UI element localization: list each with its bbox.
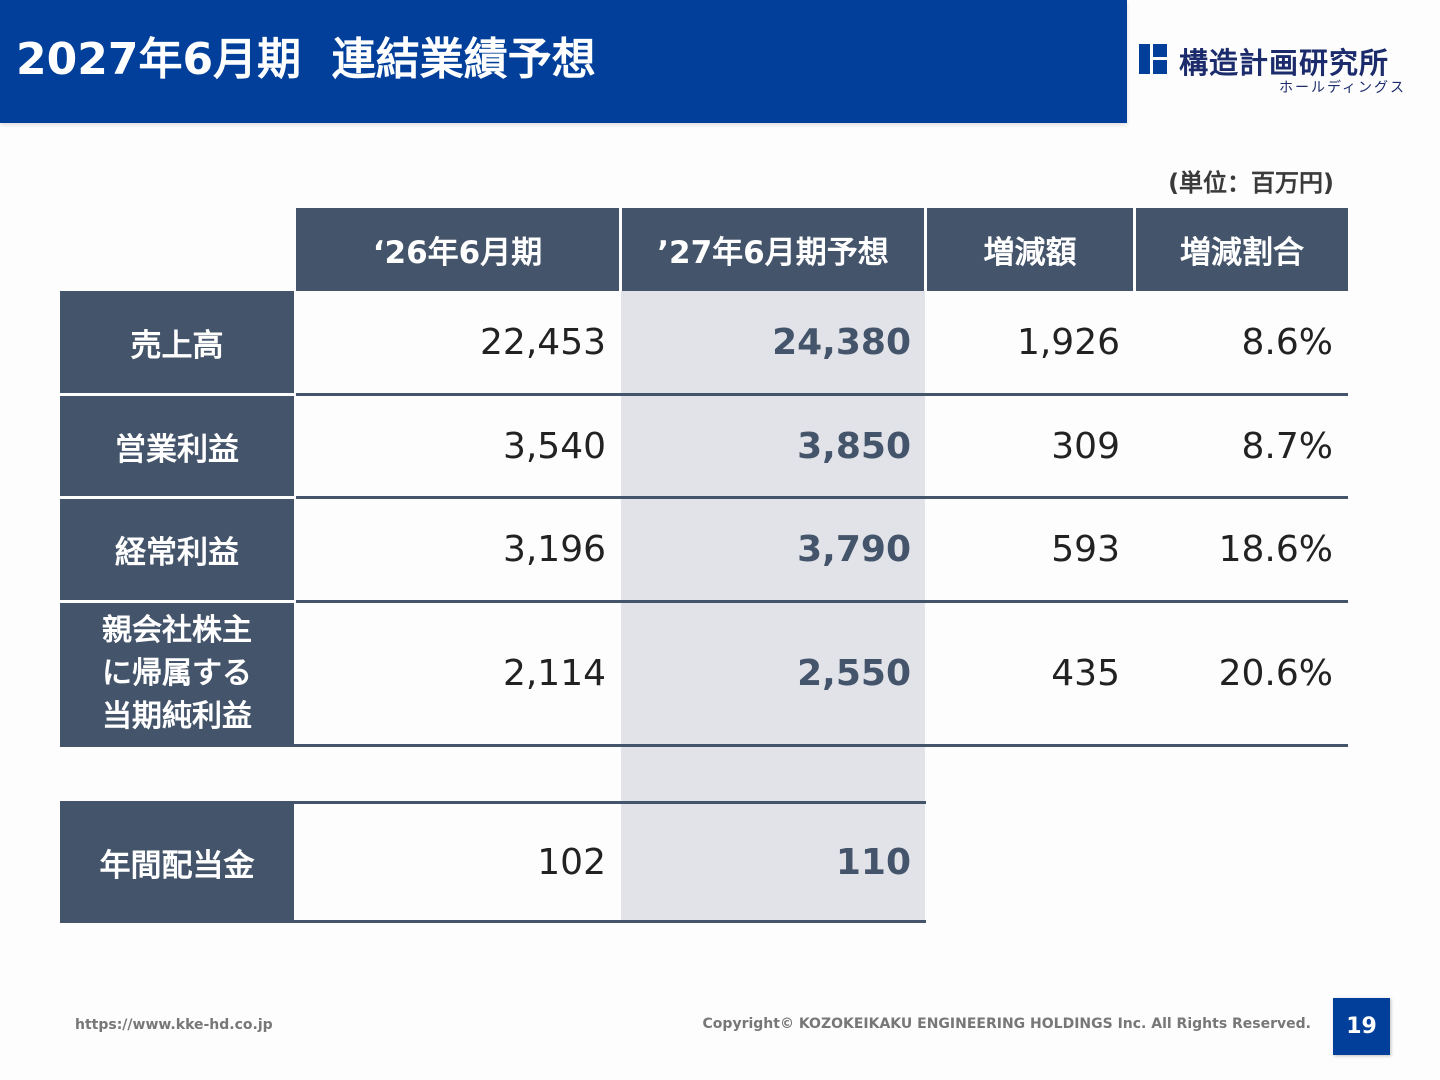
footer-url[interactable]: https://www.kke-hd.co.jp <box>75 1017 273 1033</box>
column-header-change: 増減額 <box>927 208 1133 291</box>
page-title: 2027年6月期 連結業績予想 <box>16 28 596 92</box>
cell-ordinary-income-forecast: 3,790 <box>797 529 911 570</box>
row-header-net-income-line: 親会社株主 <box>102 613 252 648</box>
company-logo: 構造計画研究所 ホールディングス <box>1137 40 1417 100</box>
cell-sales-change: 1,926 <box>1016 321 1120 363</box>
column-header-forecast: ’27年6月期予想 <box>622 208 924 291</box>
cell-operating-income-forecast: 3,850 <box>797 425 911 467</box>
logo-subtitle: ホールディングス <box>1279 80 1407 96</box>
cell-ordinary-income-change: 593 <box>1051 529 1120 570</box>
row-header-annual-dividend: 年間配当金 <box>60 804 294 920</box>
cell-dividend-prev: 102 <box>537 841 606 883</box>
title-subject: 連結業績予想 <box>331 34 596 85</box>
row-divider <box>296 600 1348 603</box>
row-header-sales: 売上高 <box>60 291 294 393</box>
cell-sales-forecast: 24,380 <box>772 321 911 363</box>
row-divider <box>60 920 926 923</box>
page-number: 19 <box>1333 998 1390 1055</box>
row-header-ordinary-income: 経常利益 <box>60 499 294 600</box>
row-divider <box>296 393 1348 396</box>
cell-dividend-forecast: 110 <box>835 841 911 883</box>
cell-operating-income-rate: 8.7% <box>1241 425 1333 467</box>
cell-net-income-prev: 2,114 <box>502 653 606 694</box>
column-header-prev-year: ‘26年6月期 <box>296 208 619 291</box>
cell-ordinary-income-rate: 18.6% <box>1218 529 1333 570</box>
row-divider <box>60 801 926 804</box>
unit-label: (単位：百万円) <box>1168 169 1334 197</box>
row-header-net-income: 親会社株主 に帰属する 当期純利益 <box>60 603 294 744</box>
row-header-net-income-line: 当期純利益 <box>102 699 252 734</box>
logo-name: 構造計画研究所 <box>1179 46 1390 80</box>
cell-ordinary-income-prev: 3,196 <box>502 529 606 570</box>
logo-mark-icon <box>1139 44 1167 74</box>
cell-sales-prev: 22,453 <box>480 321 606 363</box>
row-divider <box>60 744 1348 747</box>
title-bar: 2027年6月期 連結業績予想 <box>0 0 1127 123</box>
column-header-change-rate: 増減割合 <box>1136 208 1348 291</box>
cell-net-income-forecast: 2,550 <box>797 653 911 694</box>
cell-net-income-rate: 20.6% <box>1218 653 1333 694</box>
cell-operating-income-change: 309 <box>1051 425 1120 467</box>
cell-sales-rate: 8.6% <box>1241 321 1333 363</box>
row-header-net-income-line: に帰属する <box>102 656 252 691</box>
row-header-operating-income: 営業利益 <box>60 396 294 496</box>
cell-net-income-change: 435 <box>1051 653 1120 694</box>
title-period: 2027年6月期 <box>16 34 302 85</box>
row-divider <box>296 496 1348 499</box>
footer-copyright: Copyright© KOZOKEIKAKU ENGINEERING HOLDI… <box>702 1016 1311 1032</box>
cell-operating-income-prev: 3,540 <box>502 425 606 467</box>
